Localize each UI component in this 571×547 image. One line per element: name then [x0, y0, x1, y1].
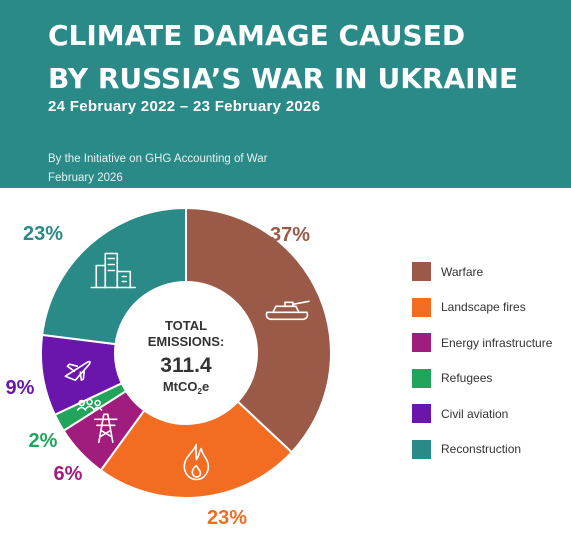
title-line-1: CLIMATE DAMAGE CAUSED [48, 19, 466, 52]
date-range: 24 February 2022 – 23 February 2026 [48, 98, 321, 115]
center-label: TOTAL EMISSIONS: 311.4 MtCO2e [148, 318, 225, 396]
legend-swatch [412, 439, 431, 459]
legend-label: Reconstruction [441, 442, 522, 457]
title-line-2: BY RUSSIA’S WAR IN UKRAINE [48, 62, 519, 95]
percent-label-landscape-fires: 23% [207, 507, 247, 529]
legend-item-landscape-fires: Landscape fires [412, 290, 552, 326]
people-icon [76, 398, 103, 411]
legend-item-refugees: Refugees [412, 361, 552, 397]
legend-swatch [412, 333, 431, 353]
legend-label: Civil aviation [441, 406, 509, 421]
legend-item-reconstruction: Reconstruction [412, 432, 552, 468]
percent-label-refugees: 2% [29, 430, 58, 452]
airplane-icon [64, 360, 91, 382]
donut-chart: 37% 23% 6% 2% 9% 23% TOTAL EMISSIONS: 311.4 M… [6, 206, 332, 529]
legend-label: Warfare [441, 264, 484, 279]
slice-warfare [185, 206, 332, 454]
center-total-value: 311.4 [160, 354, 212, 377]
legend-label: Energy infrastructure [441, 335, 553, 350]
slices-group [40, 206, 332, 499]
legend-swatch [412, 262, 431, 282]
chart-area: 37% 23% 6% 2% 9% 23% TOTAL EMISSIONS: 311.4 M… [0, 188, 571, 547]
legend-label: Landscape fires [441, 300, 526, 315]
byline-date: February 2026 [48, 172, 123, 184]
legend-label: Refugees [441, 371, 493, 386]
legend-item-energy-infrastructure: Energy infrastructure [412, 325, 552, 361]
unit-subscript: 2 [197, 387, 202, 396]
byline: By the Initiative on GHG Accounting of W… [48, 150, 267, 188]
slice-reconstruction [41, 206, 187, 346]
header-banner: CLIMATE DAMAGE CAUSED BY RUSSIA’S WAR IN… [0, 0, 571, 188]
percent-label-reconstruction: 23% [23, 223, 63, 245]
icons-group [64, 252, 310, 481]
percent-label-energy-infrastructure: 6% [54, 463, 83, 485]
legend-swatch [412, 404, 431, 424]
percent-label-civil-aviation: 9% [6, 377, 35, 399]
percent-label-warfare: 37% [270, 224, 310, 246]
center-unit: MtCO2e [163, 379, 209, 396]
percent-labels-group: 37% 23% 6% 2% 9% 23% [6, 223, 311, 529]
center-line-2: EMISSIONS: [148, 334, 225, 349]
unit-end: e [202, 379, 209, 394]
byline-author: By the Initiative on GHG Accounting of W… [48, 153, 268, 165]
fire-icon [183, 443, 210, 481]
center-line-1: TOTAL [165, 318, 207, 333]
unit-main: MtCO [163, 379, 198, 394]
page-title: CLIMATE DAMAGE CAUSED BY RUSSIA’S WAR IN… [48, 14, 518, 100]
legend: Warfare Landscape fires Energy infrastruct… [412, 254, 552, 467]
buildings-icon [90, 252, 137, 289]
legend-item-warfare: Warfare [412, 254, 552, 290]
legend-item-civil-aviation: Civil aviation [412, 396, 552, 432]
tank-icon [265, 300, 310, 321]
legend-swatch [412, 368, 431, 388]
legend-swatch [412, 297, 431, 317]
power-pylon-icon [94, 413, 118, 444]
